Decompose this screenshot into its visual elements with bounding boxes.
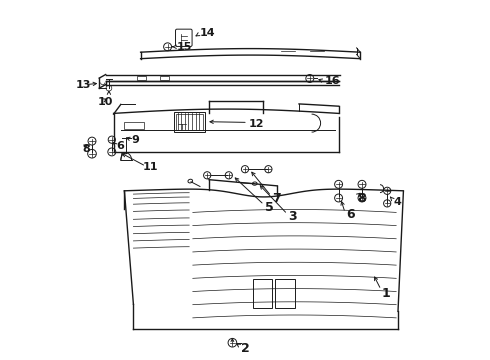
Text: 10: 10 [98, 96, 114, 107]
Text: 16: 16 [324, 76, 340, 86]
Text: 15: 15 [176, 42, 192, 52]
Text: 8: 8 [82, 144, 90, 154]
Bar [176, 113, 203, 130]
Text: 4: 4 [393, 197, 401, 207]
Text: 13: 13 [76, 80, 91, 90]
Bar [124, 122, 144, 129]
Text: 11: 11 [143, 162, 158, 172]
FancyBboxPatch shape [175, 29, 192, 46]
Text: 8: 8 [357, 192, 366, 204]
Text: 14: 14 [200, 28, 216, 38]
Bar [252, 279, 272, 308]
Text: 2: 2 [242, 342, 250, 355]
Text: 9: 9 [131, 135, 139, 145]
Text: 12: 12 [248, 119, 264, 129]
Ellipse shape [188, 179, 193, 183]
Text: 1: 1 [382, 287, 391, 300]
Text: 3: 3 [288, 210, 297, 222]
Text: 7: 7 [272, 192, 281, 204]
Text: 6: 6 [116, 141, 124, 151]
Bar [160, 76, 170, 80]
Text: 6: 6 [346, 208, 354, 221]
Text: 5: 5 [265, 201, 273, 213]
Bar [275, 279, 295, 308]
Bar [174, 112, 204, 132]
Bar [137, 76, 146, 80]
Ellipse shape [252, 182, 257, 185]
